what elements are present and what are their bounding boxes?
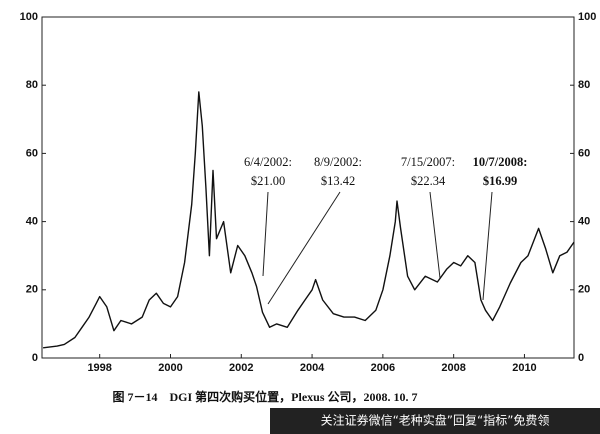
- y-tick-label: 60: [26, 147, 38, 159]
- y2-tick-label: 80: [578, 79, 590, 91]
- price-line: [43, 91, 575, 349]
- leader-line: [267, 191, 341, 305]
- y-tick-label: 0: [32, 352, 38, 364]
- x-tick-label: 1998: [87, 362, 111, 374]
- x-tick-label: 2004: [300, 362, 325, 374]
- annotation: 8/9/2002:: [314, 155, 362, 169]
- x-tick-label: 2010: [512, 362, 536, 374]
- plot-frame: [41, 16, 575, 359]
- y2-tick-label: 40: [578, 216, 590, 228]
- annotation: 7/15/2007:: [401, 155, 455, 169]
- annotation: $16.99: [483, 174, 517, 188]
- y2-tick-label: 20: [578, 284, 590, 296]
- x-tick-label: 2006: [371, 362, 395, 374]
- annotations: 6/4/2002: $21.00 8/9/2002: $13.42 7/15/2…: [244, 155, 528, 305]
- caption: 图 7－14 DGI 第四次购买位置，Plexus 公司，2008. 10. 7: [112, 389, 417, 404]
- x-tick-label: 2008: [441, 362, 465, 374]
- x-tick-label: 2002: [229, 362, 253, 374]
- annotation: $22.34: [411, 174, 446, 188]
- y-tick-label: 100: [20, 11, 38, 23]
- y2-tick-label: 0: [578, 352, 584, 364]
- y-tick-label: 40: [26, 216, 38, 228]
- annotation: 6/4/2002:: [244, 155, 292, 169]
- footer-text: 关注证券微信“老种实盘”回复“指标”免费领: [321, 413, 550, 428]
- annotation: 10/7/2008:: [473, 155, 528, 169]
- leader-line: [262, 191, 269, 277]
- y-tick-label: 20: [26, 284, 38, 296]
- annotation: $21.00: [251, 174, 285, 188]
- footer-band: [270, 408, 600, 434]
- y2-tick-label: 100: [578, 11, 596, 23]
- leader-line: [482, 191, 493, 301]
- y2-tick-label: 60: [578, 147, 590, 159]
- leader-line: [429, 191, 441, 279]
- annotation: $13.42: [321, 174, 355, 188]
- y-tick-label: 80: [26, 79, 38, 91]
- x-tick-label: 2000: [158, 362, 182, 374]
